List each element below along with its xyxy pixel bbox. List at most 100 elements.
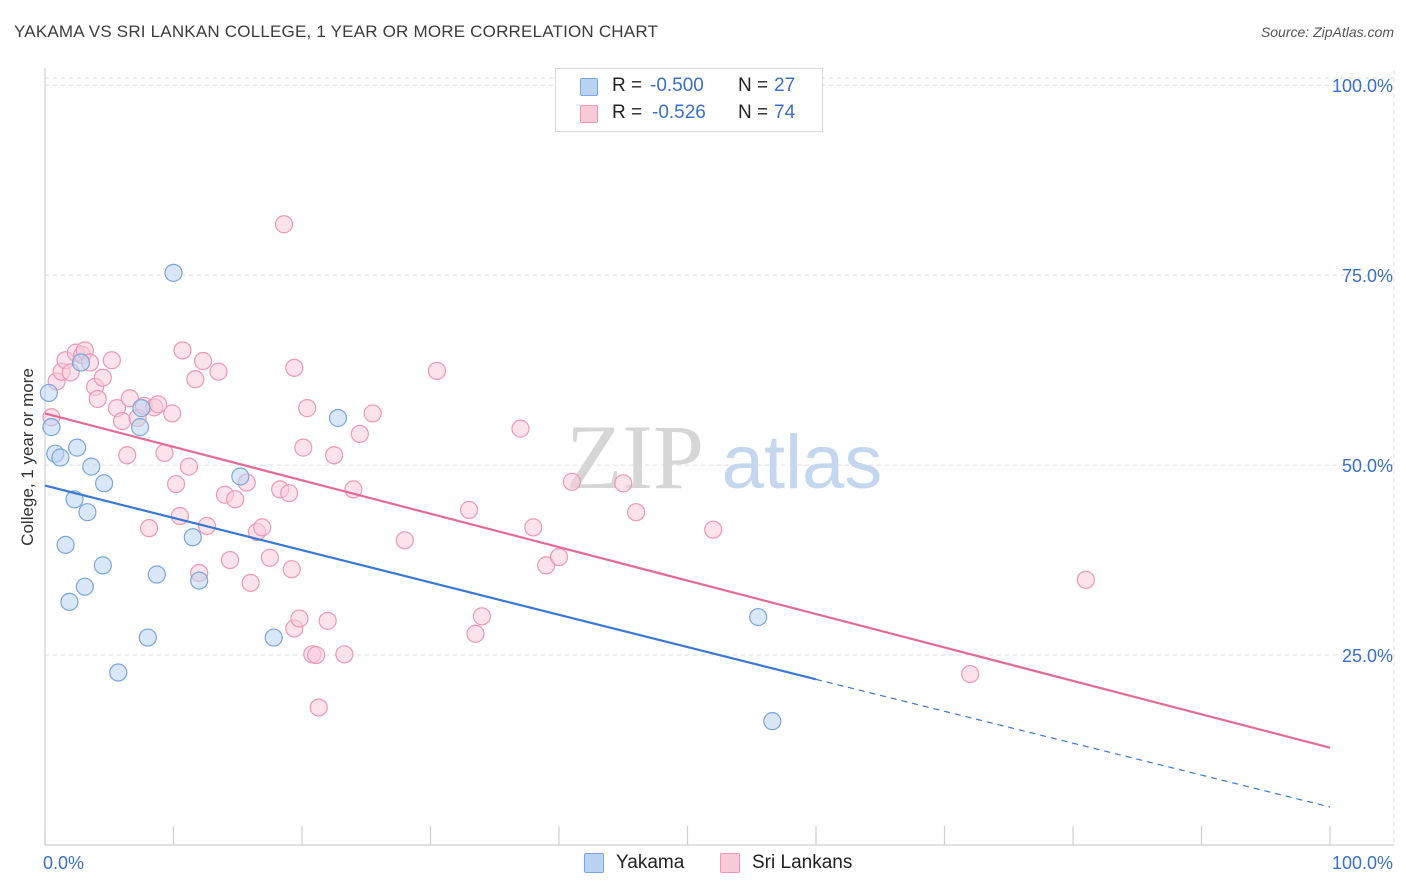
legend-r-value: -0.500 bbox=[650, 75, 704, 96]
point-yakama bbox=[138, 628, 157, 647]
y-tick-label: 75.0% bbox=[1342, 266, 1393, 286]
point-sri-lankans bbox=[511, 419, 530, 438]
point-yakama bbox=[95, 474, 114, 493]
point-sri-lankans bbox=[298, 399, 317, 418]
point-yakama bbox=[68, 438, 87, 457]
legend-n-value: 74 bbox=[774, 102, 796, 123]
point-sri-lankans bbox=[335, 645, 354, 664]
legend-swatch-yakama bbox=[584, 853, 604, 873]
point-sri-lankans bbox=[193, 351, 213, 371]
point-yakama bbox=[75, 577, 94, 596]
watermark-atlas: atlas bbox=[722, 420, 883, 505]
axes bbox=[44, 68, 1394, 846]
point-sri-lankans bbox=[363, 404, 382, 423]
trend-line-sri-lankans bbox=[44, 412, 1331, 749]
point-sri-lankans bbox=[472, 607, 491, 626]
point-yakama bbox=[190, 571, 209, 590]
legend-r-value: -0.526 bbox=[652, 102, 706, 123]
point-sri-lankans bbox=[961, 664, 980, 684]
point-sri-lankans bbox=[139, 519, 159, 538]
y-tick-label: 50.0% bbox=[1342, 456, 1393, 476]
point-sri-lankans bbox=[112, 411, 132, 431]
point-sri-lankans bbox=[524, 518, 543, 537]
point-sri-lankans bbox=[459, 500, 479, 520]
gridlines bbox=[45, 70, 1395, 845]
point-sri-lankans bbox=[294, 438, 313, 457]
point-yakama bbox=[60, 592, 79, 611]
point-yakama bbox=[183, 528, 202, 547]
point-yakama bbox=[71, 353, 91, 372]
point-sri-lankans bbox=[118, 446, 137, 465]
point-sri-lankans bbox=[1076, 570, 1095, 589]
x-tick-label-right: 100.0% bbox=[1332, 853, 1393, 873]
legend-label-yakama: Yakama bbox=[616, 852, 685, 873]
point-yakama bbox=[56, 535, 75, 554]
point-sri-lankans bbox=[209, 362, 228, 381]
point-sri-lankans bbox=[120, 389, 139, 408]
watermark-zip: ZIP bbox=[566, 406, 704, 508]
point-sri-lankans bbox=[537, 556, 556, 575]
point-sri-lankans bbox=[173, 341, 192, 360]
point-yakama bbox=[749, 607, 768, 627]
trend-line-yakama bbox=[44, 484, 817, 681]
point-yakama bbox=[51, 448, 70, 467]
point-sri-lankans bbox=[280, 484, 299, 503]
point-sri-lankans bbox=[290, 609, 309, 628]
point-yakama bbox=[130, 418, 150, 437]
point-sri-lankans bbox=[226, 490, 245, 509]
point-yakama bbox=[78, 503, 97, 522]
trend-lines bbox=[44, 412, 1331, 808]
point-sri-lankans bbox=[102, 351, 121, 370]
point-yakama bbox=[132, 399, 151, 418]
tick-labels: 100.0% 75.0% 50.0% 25.0% 0.0% 100.0% bbox=[43, 76, 1393, 873]
point-yakama bbox=[328, 408, 348, 428]
point-sri-lankans bbox=[260, 548, 279, 567]
point-sri-lankans bbox=[427, 361, 447, 380]
point-sri-lankans bbox=[318, 611, 337, 630]
y-tick-label: 100.0% bbox=[1332, 76, 1393, 96]
point-sri-lankans bbox=[93, 368, 112, 387]
point-yakama bbox=[264, 628, 283, 647]
point-yakama bbox=[109, 663, 128, 682]
point-sri-lankans bbox=[163, 404, 182, 423]
point-yakama bbox=[93, 556, 112, 575]
chart-title: YAKAMA VS SRI LANKAN COLLEGE, 1 YEAR OR … bbox=[14, 22, 659, 41]
data-points bbox=[39, 215, 1095, 731]
legend-n-value: 27 bbox=[774, 75, 796, 96]
point-sri-lankans bbox=[253, 518, 272, 537]
point-sri-lankans bbox=[166, 474, 186, 494]
point-yakama bbox=[42, 418, 61, 437]
point-sri-lankans bbox=[549, 547, 569, 567]
point-yakama bbox=[82, 457, 101, 476]
point-sri-lankans bbox=[274, 215, 294, 234]
point-sri-lankans bbox=[614, 474, 633, 493]
point-yakama bbox=[231, 467, 250, 486]
point-yakama bbox=[164, 263, 183, 282]
x-tick-label-left: 0.0% bbox=[43, 853, 84, 873]
point-sri-lankans bbox=[350, 424, 369, 444]
legend-r-label: R = bbox=[612, 75, 643, 96]
point-sri-lankans bbox=[186, 370, 205, 389]
point-sri-lankans bbox=[282, 560, 301, 579]
point-sri-lankans bbox=[241, 573, 260, 592]
trend-line-yakama-extrapolated bbox=[815, 678, 1331, 808]
point-sri-lankans bbox=[285, 358, 304, 377]
point-sri-lankans bbox=[466, 624, 485, 643]
point-sri-lankans bbox=[88, 389, 107, 409]
y-tick-label: 25.0% bbox=[1342, 646, 1393, 666]
legend-swatch-sri-lankans bbox=[720, 853, 740, 873]
point-sri-lankans bbox=[626, 503, 646, 522]
legend-label-sri-lankans: Sri Lankans bbox=[752, 852, 853, 873]
source-note: Source: ZipAtlas.com bbox=[1260, 24, 1394, 40]
legend-swatch-sri-lankans bbox=[580, 105, 598, 123]
point-yakama bbox=[763, 712, 782, 731]
legend-swatch-yakama bbox=[580, 78, 598, 96]
point-sri-lankans bbox=[395, 531, 414, 550]
point-yakama bbox=[39, 383, 58, 403]
point-yakama bbox=[147, 565, 166, 584]
point-sri-lankans bbox=[562, 472, 581, 491]
legend-n-label: N = bbox=[738, 102, 769, 123]
correlation-legend: R = -0.500 N = 27 R = -0.526 N = 74 bbox=[555, 68, 823, 132]
legend-r-label: R = bbox=[612, 102, 643, 123]
